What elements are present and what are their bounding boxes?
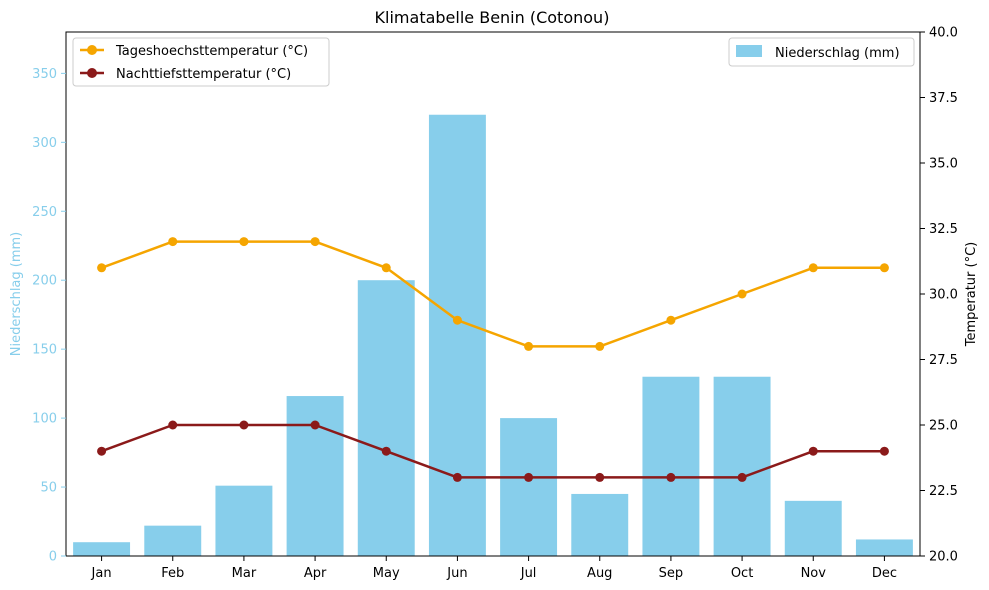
precipitation-bars: [73, 114, 913, 556]
high-temp-point: [595, 341, 605, 351]
left-y-tick-label: 150: [32, 343, 57, 358]
right-y-tick-label: 22.5: [929, 484, 958, 499]
left-axis-label: Niederschlag (mm): [9, 232, 24, 357]
right-y-tick-label: 35.0: [929, 157, 958, 172]
left-y-tick-label: 100: [32, 412, 57, 427]
left-y-tick-label: 350: [32, 67, 57, 82]
high-temp-point: [666, 315, 676, 325]
precipitation-bar: [286, 396, 344, 556]
legend-low-label: Nachttiefsttemperatur (°C): [116, 67, 291, 82]
legend-temperature: Tageshoechsttemperatur (°C) Nachttiefstt…: [72, 37, 330, 87]
precipitation-bar: [571, 493, 629, 556]
low-temp-point: [808, 446, 818, 456]
legend-precipitation-swatch: [736, 45, 762, 57]
right-y-tick-label: 25.0: [929, 419, 958, 434]
low-temp-point: [666, 472, 676, 482]
precipitation-bar: [144, 525, 202, 556]
right-y-tick-label: 30.0: [929, 288, 958, 303]
chart-title: Klimatabelle Benin (Cotonou): [375, 8, 610, 27]
high-temp-point: [452, 315, 462, 325]
low-temp-point: [239, 420, 249, 430]
x-tick-label: May: [373, 566, 400, 581]
x-tick-label: Feb: [161, 566, 184, 581]
precipitation-bar: [357, 280, 415, 556]
x-tick-label: Nov: [801, 566, 827, 581]
legend-temperature-frame: [72, 37, 330, 87]
left-y-tick-label: 200: [32, 274, 57, 289]
high-temp-point: [808, 263, 818, 273]
x-tick-label: Sep: [659, 566, 684, 581]
low-temp-point: [381, 446, 391, 456]
right-y-tick-label: 40.0: [929, 26, 958, 41]
legend-high-marker: [87, 45, 97, 55]
low-temp-point: [879, 446, 889, 456]
precipitation-bar: [713, 376, 771, 556]
precipitation-bar: [642, 376, 700, 556]
precipitation-bar: [855, 539, 913, 556]
low-temp-point: [595, 472, 605, 482]
x-tick-label: Jan: [91, 566, 112, 581]
right-y-tick-label: 37.5: [929, 91, 958, 106]
legend-precipitation-frame: [728, 37, 915, 67]
high-temp-point: [737, 289, 747, 299]
right-y-axis: 20.0 22.5 25.0 27.5 30.0 32.5 35.0 37.5 40.0: [920, 26, 958, 565]
x-tick-label: Jul: [520, 566, 537, 581]
x-tick-label: Oct: [731, 566, 753, 581]
high-temp-point: [239, 237, 249, 247]
high-temp-point: [524, 341, 534, 351]
x-axis: Jan Feb Mar Apr May Jun Jul Aug Sep Oct Nov Dec: [91, 556, 897, 581]
legend-precipitation-label: Niederschlag (mm): [775, 46, 900, 61]
precipitation-bar: [215, 485, 273, 556]
low-temp-point: [737, 472, 747, 482]
low-temp-point: [168, 420, 178, 430]
precipitation-bar: [73, 542, 131, 556]
left-y-tick-label: 250: [32, 205, 57, 220]
low-temp-line: [101, 423, 885, 479]
x-tick-label: Mar: [232, 566, 257, 581]
left-y-tick-label: 0: [49, 550, 57, 565]
legend-high-label: Tageshoechsttemperatur (°C): [115, 44, 308, 59]
low-temp-point: [310, 420, 320, 430]
x-tick-label: Aug: [587, 566, 612, 581]
left-y-axis: 0 50 100 150 200 250 300 350: [32, 67, 66, 565]
x-tick-label: Dec: [872, 566, 897, 581]
legend-low-marker: [87, 68, 97, 78]
temperature-lines: [97, 237, 889, 482]
high-temp-point: [168, 237, 178, 247]
low-temp-point: [452, 472, 462, 482]
high-temp-point: [879, 263, 889, 273]
legend-precipitation: Niederschlag (mm): [728, 37, 915, 67]
precipitation-bar: [500, 418, 558, 556]
high-temp-point: [97, 263, 107, 273]
high-temp-point: [381, 263, 391, 273]
right-y-tick-label: 27.5: [929, 353, 958, 368]
precipitation-bar: [784, 500, 842, 556]
right-y-tick-label: 32.5: [929, 222, 958, 237]
precipitation-bar: [428, 114, 486, 556]
right-axis-label: Temperatur (°C): [964, 242, 979, 348]
x-tick-label: Apr: [304, 566, 327, 581]
high-temp-line: [101, 240, 885, 348]
low-temp-point: [97, 446, 107, 456]
high-temp-point: [310, 237, 320, 247]
low-temp-point: [524, 472, 534, 482]
x-tick-label: Jun: [446, 566, 467, 581]
left-y-tick-label: 300: [32, 136, 57, 151]
right-y-tick-label: 20.0: [929, 550, 958, 565]
left-y-tick-label: 50: [40, 481, 57, 496]
